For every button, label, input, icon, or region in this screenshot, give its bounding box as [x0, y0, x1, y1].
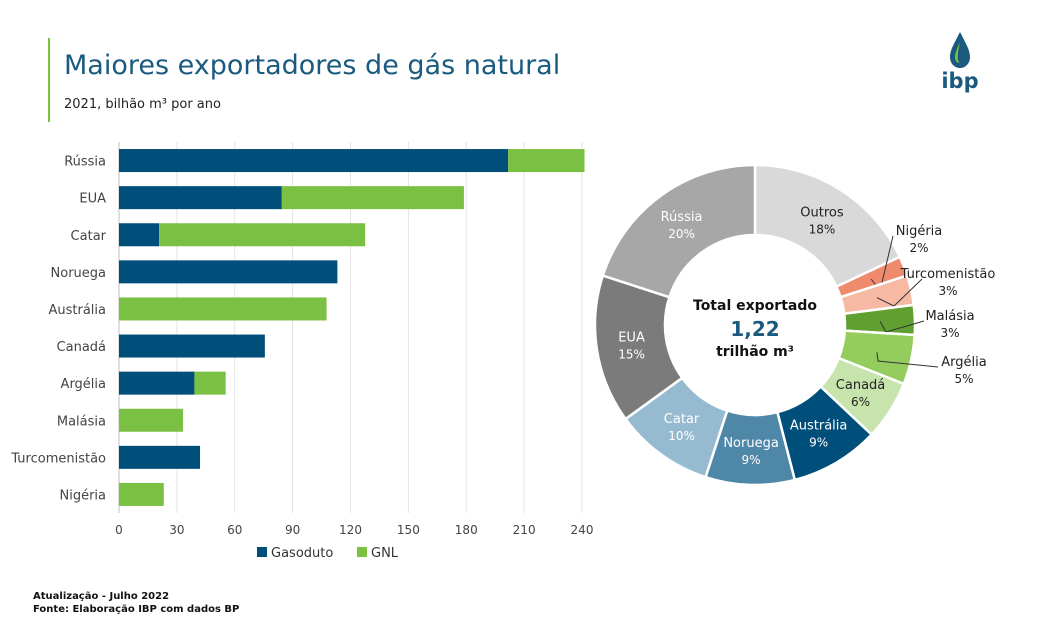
x-tick-label: 30 — [169, 523, 184, 537]
slice-value-label: 9% — [742, 453, 761, 467]
x-tick-label: 180 — [455, 523, 478, 537]
slice-name-label: Catar — [664, 412, 700, 427]
slice-name-label: Turcomenistão — [900, 267, 996, 282]
footer: Atualização - Julho 2022 Fonte: Elaboraç… — [33, 590, 239, 616]
bar-gasoduto — [119, 371, 195, 395]
slice-value-label: 5% — [954, 372, 973, 386]
x-tick-label: 0 — [115, 523, 123, 537]
slice-name-label: Malásia — [925, 309, 974, 324]
exports-share-donut-chart: Outros 18% Nigéria 2% Turcomenistão 3% Malásia… — [593, 163, 996, 487]
drop-icon — [950, 32, 970, 68]
bar-gasoduto — [119, 334, 265, 358]
category-label: Canadá — [57, 340, 106, 355]
legend-swatch — [357, 547, 367, 557]
bar-gasoduto — [119, 186, 282, 210]
x-tick-label: 210 — [513, 523, 536, 537]
donut-center-value: 1,22 — [730, 317, 779, 341]
bar-gnl — [119, 297, 327, 321]
footer-source: Fonte: Elaboração IBP com dados BP — [33, 604, 240, 615]
bar-gnl — [281, 186, 464, 210]
x-tick-label: 240 — [571, 523, 594, 537]
slice-name-label: Austrália — [790, 419, 848, 434]
slice-name-label: Rússia — [661, 210, 703, 225]
leader-line — [876, 278, 923, 307]
footer-update: Atualização - Julho 2022 — [33, 591, 170, 602]
drop-highlight-icon — [955, 42, 960, 63]
slice-name-label: Outros — [800, 205, 844, 220]
logo-text: ibp — [941, 69, 978, 93]
slice-value-label: 10% — [668, 429, 695, 443]
bar-gnl — [119, 482, 164, 506]
bar-gnl — [508, 149, 585, 173]
bar-gasoduto — [119, 260, 338, 284]
slice-name-label: Noruega — [723, 436, 778, 451]
donut-slice — [753, 163, 902, 289]
x-tick-label: 60 — [227, 523, 242, 537]
slice-value-label: 6% — [851, 395, 870, 409]
bar-gasoduto — [119, 223, 160, 247]
bar-gasoduto — [119, 149, 509, 173]
donut-center-unit: trilhão m³ — [716, 344, 794, 360]
slice-name-label: Argélia — [941, 355, 986, 370]
category-label: Nigéria — [59, 488, 106, 503]
page-title: Maiores exportadores de gás natural — [64, 50, 561, 81]
category-label: Rússia — [64, 155, 106, 170]
category-label: Austrália — [48, 303, 106, 318]
slice-name-label: Canadá — [836, 378, 885, 393]
category-label: EUA — [79, 192, 106, 207]
ibp-logo: ibp — [941, 32, 979, 93]
donut-slice — [601, 163, 757, 299]
slice-value-label: 2% — [909, 241, 928, 255]
slice-value-label: 9% — [809, 436, 828, 450]
donut-center-label: Total exportado — [693, 298, 817, 314]
legend-swatch — [257, 547, 267, 557]
slice-name-label: EUA — [618, 331, 645, 346]
title-accent-line — [48, 38, 50, 122]
exporters-bar-chart: 0 30 60 90 120 150 180 210 240 Rússia EUA Catar Noru… — [10, 142, 594, 561]
x-tick-label: 90 — [285, 523, 300, 537]
leader-line — [876, 352, 939, 368]
slice-name-label: Nigéria — [896, 224, 943, 239]
x-tick-label: 120 — [339, 523, 362, 537]
legend-label: Gasoduto — [271, 546, 333, 561]
slice-value-label: 3% — [940, 326, 959, 340]
slice-value-label: 3% — [938, 284, 957, 298]
category-label: Catar — [71, 229, 107, 244]
category-label: Argélia — [61, 377, 106, 392]
category-label: Turcomenistão — [10, 451, 106, 466]
category-label: Noruega — [51, 266, 106, 281]
legend-label: GNL — [371, 546, 399, 561]
slice-value-label: 15% — [618, 348, 645, 362]
category-label: Malásia — [57, 414, 106, 429]
x-tick-label: 150 — [397, 523, 420, 537]
bar-gnl — [194, 371, 226, 395]
slice-value-label: 20% — [668, 227, 695, 241]
bar-gnl — [159, 223, 366, 247]
page-subtitle: 2021, bilhão m³ por ano — [64, 97, 221, 112]
bar-gnl — [119, 408, 184, 432]
bar-gasoduto — [119, 445, 201, 469]
slice-value-label: 18% — [809, 222, 836, 236]
